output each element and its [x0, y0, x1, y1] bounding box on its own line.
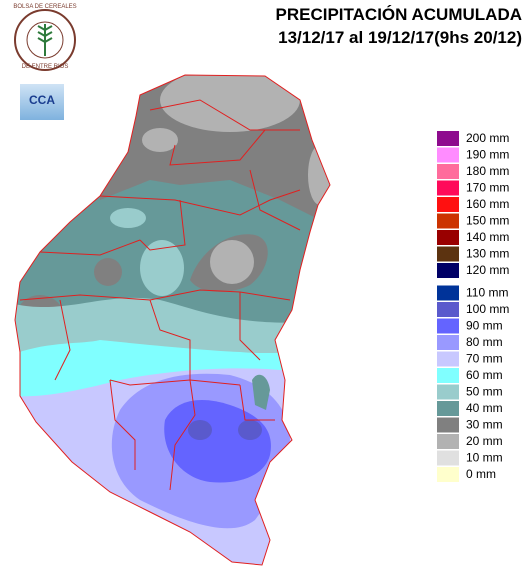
title: PRECIPITACIÓN ACUMULADA — [276, 5, 523, 24]
department-borders — [14, 74, 331, 566]
legend-label: 10 mm — [466, 451, 503, 465]
legend-swatch — [437, 450, 459, 466]
legend-label: 110 mm — [466, 286, 508, 300]
legend-swatch — [437, 180, 459, 196]
legend-swatch — [437, 213, 459, 229]
legend-label: 190 mm — [466, 148, 509, 162]
logo: BOLSA DE CEREALES DE ENTRE RIOS — [13, 4, 77, 71]
legend-label: 130 mm — [466, 247, 509, 261]
cca-badge — [20, 84, 64, 120]
rain-map — [15, 75, 330, 565]
legend-label: 60 mm — [466, 368, 503, 382]
legend-swatch — [437, 368, 459, 383]
legend-swatch — [437, 302, 459, 317]
legend-label: 30 mm — [466, 418, 503, 432]
legend-swatch — [437, 230, 459, 245]
legend-label: 100 mm — [466, 302, 509, 316]
legend-swatch — [437, 147, 459, 163]
legend-swatch — [437, 401, 459, 416]
legend-label: 170 mm — [466, 181, 509, 195]
legend-label: 50 mm — [466, 385, 503, 399]
legend: 200 mm 190 mm 180 mm 170 mm 160 mm 150 mm 140 … — [437, 131, 509, 482]
legend-label: 140 mm — [466, 230, 509, 244]
legend-swatch — [437, 335, 459, 350]
legend-swatch — [437, 285, 459, 301]
legend-swatch — [437, 351, 459, 367]
legend-label: 40 mm — [466, 401, 503, 415]
legend-label: 120 mm — [466, 263, 509, 277]
legend-label: 90 mm — [466, 319, 503, 333]
legend-label: 80 mm — [466, 335, 503, 349]
legend-label: 160 mm — [466, 197, 509, 211]
legend-swatch — [437, 246, 459, 262]
subtitle: 13/12/17 al 19/12/17(9hs 20/12) — [278, 28, 522, 47]
logo-bottom-text: DE ENTRE RIOS — [22, 64, 69, 70]
legend-label: 20 mm — [466, 434, 503, 448]
legend-label: 150 mm — [466, 214, 509, 228]
legend-label: 0 mm — [466, 467, 496, 481]
legend-swatch — [437, 318, 459, 334]
legend-swatch — [437, 467, 459, 482]
logo-top-text: BOLSA DE CEREALES — [13, 4, 76, 10]
legend-swatch — [437, 263, 459, 278]
legend-label: 180 mm — [466, 164, 509, 178]
legend-swatch — [437, 434, 459, 449]
legend-label: 70 mm — [466, 352, 503, 366]
legend-swatch — [437, 131, 459, 146]
cca-text: CCA — [29, 93, 55, 107]
legend-swatch — [437, 384, 459, 400]
legend-label: 200 mm — [466, 131, 509, 145]
legend-swatch — [437, 417, 459, 433]
legend-swatch — [437, 164, 459, 179]
legend-swatch — [437, 197, 459, 212]
